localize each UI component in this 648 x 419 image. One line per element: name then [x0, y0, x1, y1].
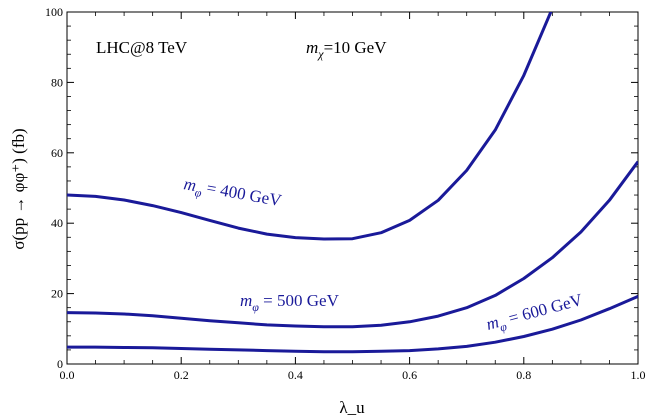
- y-axis-label: σ(pp → φφ⁺) (fb): [9, 128, 28, 249]
- x-tick-label: 0.0: [60, 368, 75, 382]
- y-tick-label: 0: [57, 357, 63, 371]
- mass-symbol: m: [306, 38, 318, 57]
- y-tick-label: 60: [51, 146, 63, 160]
- y-tick-label: 80: [51, 75, 63, 89]
- y-tick-label: 100: [45, 5, 63, 19]
- series-label-400: mφ = 400 GeV: [182, 174, 284, 214]
- x-axis-label: λ_u: [339, 398, 365, 417]
- mass-subscript: χ: [317, 47, 324, 61]
- x-axis-ticks: 0.0 0.2 0.4 0.6 0.8 1.0: [60, 12, 646, 382]
- series-label-500: mφ = 500 GeV: [240, 291, 340, 314]
- series-label-600: mφ = 600 GeV: [484, 290, 586, 338]
- series-curves: [67, 12, 638, 354]
- y-tick-label: 40: [51, 216, 63, 230]
- curve-m-phi-500: [67, 160, 638, 329]
- y-axis-ticks: 0 20 40 60 80 100: [45, 5, 638, 371]
- curve-m-phi-400: [67, 12, 553, 241]
- x-tick-label: 0.8: [516, 368, 531, 382]
- curve-m-phi-600: [67, 295, 638, 354]
- dark-matter-mass-annotation: mχ=10 GeV: [306, 38, 387, 61]
- x-tick-label: 0.6: [402, 368, 417, 382]
- x-tick-label: 0.2: [174, 368, 189, 382]
- collider-annotation: LHC@8 TeV: [96, 38, 188, 57]
- x-tick-label: 1.0: [631, 368, 646, 382]
- y-tick-label: 20: [51, 287, 63, 301]
- x-tick-label: 0.4: [288, 368, 303, 382]
- mass-value: =10 GeV: [324, 38, 388, 57]
